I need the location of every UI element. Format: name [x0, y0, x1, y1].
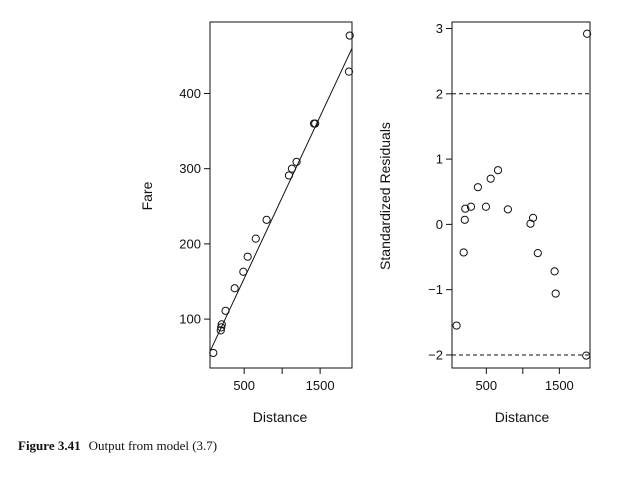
x-tick-label: 1500 — [545, 378, 574, 393]
data-point — [503, 205, 512, 214]
data-point — [287, 164, 297, 173]
data-point — [582, 351, 591, 360]
y-tick-label: 200 — [179, 236, 201, 251]
y-tick-label: −2 — [428, 347, 443, 362]
x-tick-label: 500 — [475, 378, 497, 393]
data-point — [251, 234, 260, 243]
x-tick-label: 500 — [233, 378, 255, 393]
data-point — [533, 249, 542, 258]
y-tick-label: 1 — [436, 152, 443, 167]
data-point — [550, 267, 559, 276]
data-point — [473, 183, 483, 192]
x-axis-label-left: Distance — [253, 409, 308, 425]
figure-caption: Figure 3.41 Output from model (3.7) — [18, 438, 217, 454]
y-tick-label: 3 — [436, 21, 443, 36]
data-point — [460, 215, 469, 224]
y-tick-label: 2 — [436, 86, 443, 101]
x-axis-label-right: Distance — [495, 409, 550, 425]
y-tick-label: 300 — [179, 161, 201, 176]
data-point — [461, 204, 470, 213]
fitted-regression-line — [209, 48, 353, 352]
data-point — [459, 248, 468, 257]
data-point — [284, 171, 294, 180]
figure-caption-text: Output from model (3.7) — [88, 438, 218, 453]
data-point — [239, 267, 248, 276]
plot-frame — [451, 21, 591, 369]
x-tick-label: 1500 — [306, 378, 335, 393]
y-tick-label: −1 — [428, 282, 443, 297]
data-point — [481, 202, 491, 211]
data-point — [292, 157, 301, 167]
y-axis-label-right: Standardized Residuals — [377, 122, 393, 270]
y-tick-label: 400 — [179, 86, 201, 101]
data-point — [345, 31, 354, 40]
data-point — [311, 119, 320, 128]
data-point — [217, 323, 226, 332]
data-point — [216, 326, 225, 335]
y-tick-label: 0 — [436, 217, 443, 232]
y-axis-label-left: Fare — [139, 181, 155, 210]
data-point — [262, 215, 271, 224]
data-point — [582, 29, 592, 38]
plot-frame — [209, 21, 353, 369]
data-point — [344, 67, 354, 76]
y-tick-label: 100 — [179, 312, 201, 327]
data-point — [528, 213, 538, 222]
residuals-vs-distance-panel: Standardized Residuals Distance 500 1500 −… — [377, 21, 592, 425]
data-point — [243, 252, 252, 261]
data-point — [452, 321, 461, 330]
figure-caption-label: Figure 3.41 — [18, 438, 81, 453]
data-point — [230, 284, 239, 293]
data-point — [209, 348, 218, 358]
data-point — [493, 166, 503, 175]
data-point — [486, 174, 495, 183]
fare-vs-distance-panel: Fare Distance 500 1500 100 200 300 400 — [139, 21, 354, 425]
data-point — [466, 202, 476, 211]
data-point — [221, 306, 230, 315]
data-point — [217, 320, 226, 329]
data-point — [551, 289, 560, 298]
